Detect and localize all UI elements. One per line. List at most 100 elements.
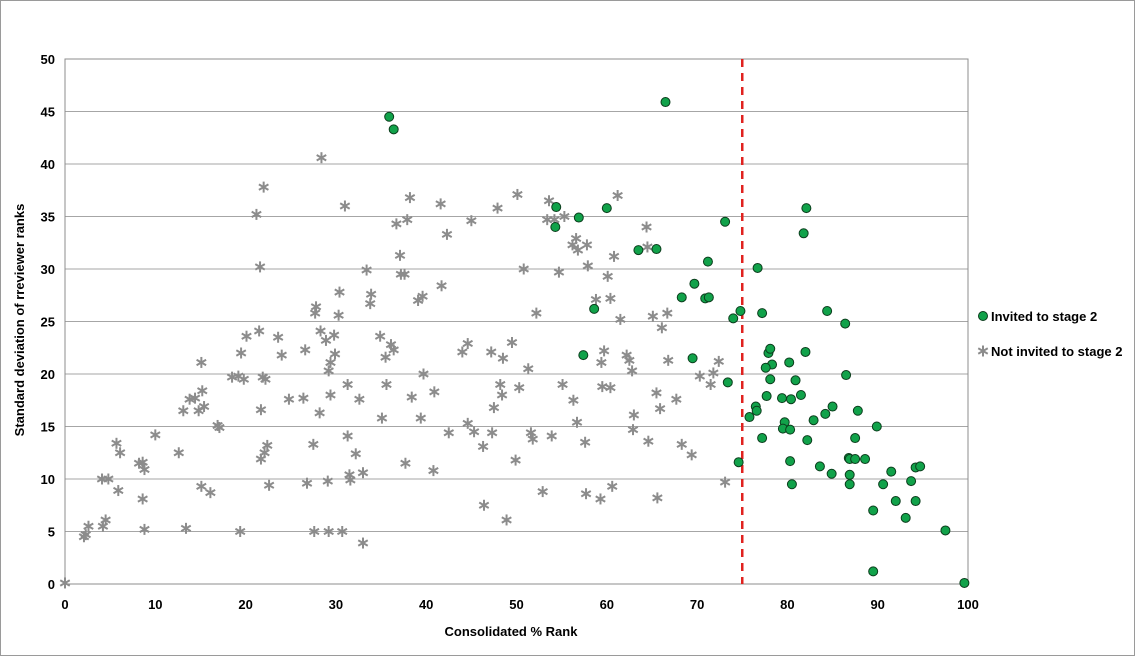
y-tick-label: 15: [41, 420, 55, 435]
data-point-invited: [786, 394, 797, 405]
data-point-not-invited: [662, 354, 674, 366]
data-point-not-invited: [462, 417, 474, 429]
data-point-not-invited: [254, 261, 266, 273]
data-point-invited: [878, 479, 889, 490]
data-point-not-invited: [325, 356, 336, 368]
data-point-not-invited: [510, 454, 521, 466]
data-point-invited: [800, 346, 811, 357]
data-point-not-invited: [581, 239, 593, 251]
data-point-not-invited: [80, 529, 92, 541]
data-point-not-invited: [641, 221, 652, 233]
data-point-invited: [868, 566, 879, 577]
data-point-invited: [733, 457, 744, 468]
data-point-not-invited: [443, 427, 455, 439]
data-point-not-invited: [662, 307, 673, 319]
data-point-not-invited: [541, 214, 553, 226]
y-tick-label: 20: [41, 367, 55, 382]
data-point-invited: [550, 222, 561, 232]
data-point-not-invited: [361, 264, 372, 276]
data-point-not-invited: [399, 268, 410, 280]
data-point-not-invited: [333, 309, 344, 321]
y-tick-label: 10: [41, 472, 55, 487]
data-point-invited: [384, 111, 395, 122]
data-point-not-invited: [276, 349, 287, 361]
data-point-not-invited: [113, 485, 124, 497]
y-axis-title: Standard deviation of rreviewer ranks: [12, 204, 27, 437]
data-point-invited: [871, 421, 882, 432]
data-point-not-invited: [380, 351, 391, 363]
data-point-not-invited: [406, 391, 418, 403]
data-point-not-invited: [283, 393, 295, 405]
data-point-invited: [940, 525, 951, 536]
data-point-invited: [801, 203, 812, 214]
data-point-not-invited: [316, 152, 327, 164]
data-point-invited: [702, 256, 713, 267]
data-point-not-invited: [694, 370, 706, 382]
y-tick-label: 5: [48, 525, 55, 540]
data-point-not-invited: [374, 330, 386, 342]
data-point-invited: [841, 370, 852, 381]
data-point-not-invited: [598, 345, 610, 357]
data-point-not-invited: [468, 426, 480, 438]
data-point-invited: [551, 202, 562, 213]
data-point-not-invited: [364, 298, 376, 310]
data-point-not-invited: [656, 322, 668, 334]
data-point-not-invited: [579, 436, 591, 448]
data-point-invited: [808, 415, 819, 426]
data-point-not-invited: [647, 310, 659, 322]
data-point-not-invited: [485, 346, 497, 358]
legend-label-not-invited: Not invited to stage 2: [991, 344, 1122, 359]
data-point-invited: [802, 435, 813, 446]
data-point-not-invited: [546, 430, 557, 442]
y-tick-label: 50: [41, 52, 55, 67]
data-point-not-invited: [354, 393, 365, 405]
data-point-invited: [900, 512, 911, 523]
data-point-invited: [785, 424, 796, 435]
data-point-invited: [785, 456, 796, 467]
data-point-not-invited: [150, 429, 161, 441]
data-point-not-invited: [642, 241, 653, 253]
data-point-not-invited: [394, 249, 406, 261]
data-point-not-invited: [501, 514, 512, 526]
data-point-invited: [757, 433, 768, 444]
data-point-not-invited: [497, 352, 509, 364]
data-point-not-invited: [180, 522, 192, 534]
data-point-not-invited: [323, 526, 334, 537]
data-point-not-invited: [253, 325, 265, 337]
data-point-not-invited: [258, 181, 269, 193]
data-point-not-invited: [572, 244, 584, 256]
data-point-not-invited: [441, 228, 453, 240]
data-point-not-invited: [531, 307, 542, 319]
data-point-not-invited: [323, 365, 334, 377]
data-point-not-invited: [336, 526, 348, 537]
data-point-not-invited: [602, 270, 613, 282]
data-point-not-invited: [314, 407, 325, 419]
data-point-not-invited: [512, 188, 523, 200]
data-point-invited: [633, 245, 644, 256]
data-point-not-invited: [624, 354, 635, 366]
data-point-invited: [722, 377, 733, 388]
data-point-invited: [735, 306, 746, 316]
data-point-invited: [752, 262, 763, 273]
data-point-invited: [578, 350, 589, 361]
data-point-not-invited: [139, 523, 150, 535]
data-point-not-invited: [705, 379, 716, 390]
data-point-not-invited: [686, 449, 697, 461]
data-point-not-invited: [418, 368, 429, 380]
data-point-not-invited: [506, 337, 518, 348]
data-point-not-invited: [345, 474, 356, 486]
data-point-not-invited: [608, 250, 620, 262]
data-point-not-invited: [308, 438, 319, 450]
data-point-not-invited: [196, 356, 207, 368]
data-point-not-invited: [571, 416, 583, 428]
data-point-invited: [589, 303, 600, 314]
data-point-invited: [757, 308, 768, 319]
data-point-invited: [795, 390, 806, 400]
data-point-not-invited: [651, 387, 662, 399]
data-point-invited: [660, 97, 671, 108]
data-point-not-invited: [606, 480, 618, 492]
data-point-not-invited: [357, 467, 369, 479]
data-point-not-invited: [582, 260, 594, 272]
data-point-not-invited: [178, 405, 189, 417]
data-point-not-invited: [404, 192, 416, 204]
